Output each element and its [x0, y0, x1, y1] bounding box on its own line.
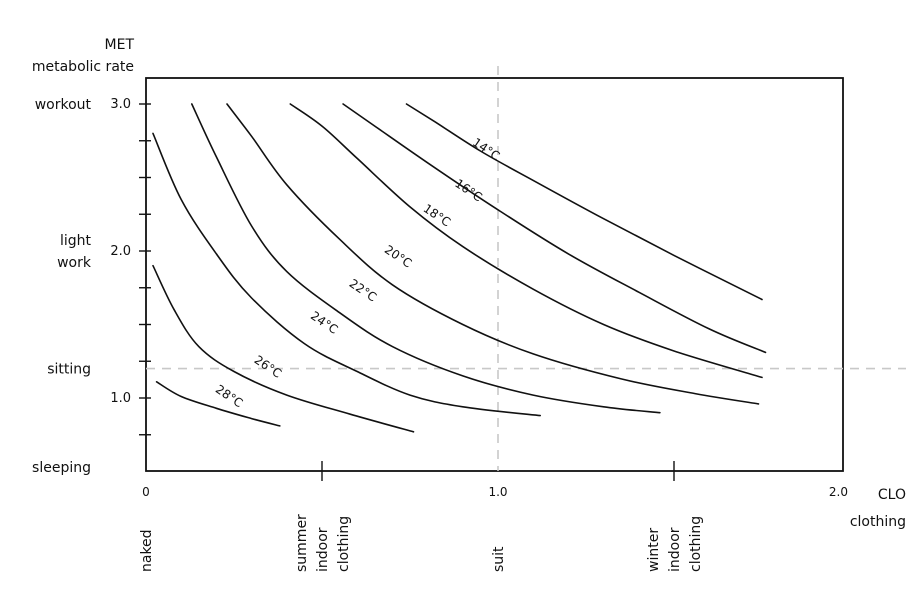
- curve-26c: [152, 264, 415, 433]
- curve-label-28c: 28°C: [213, 382, 245, 410]
- activity-label: workout: [35, 97, 92, 113]
- curve-label-18c: 18°C: [421, 201, 453, 229]
- x-tick-label: 0: [142, 485, 150, 499]
- curve-18c: [289, 103, 763, 379]
- y-axis-title: MET: [105, 37, 135, 53]
- plot-frame: [145, 77, 844, 472]
- clothing-label: naked: [139, 529, 155, 572]
- curve-28c: [155, 381, 281, 427]
- axis-text: 1.0 2.0 3.0 0 1.0 2.0 MET metabolic rate CLO clot…: [32, 37, 906, 572]
- curve-16c: [342, 103, 767, 354]
- curve-22c: [191, 103, 661, 414]
- temperature-curves: [152, 103, 767, 433]
- axis-ticks: [139, 103, 675, 481]
- x-tick-label: 2.0: [829, 485, 848, 499]
- activity-label: sleeping: [32, 460, 91, 476]
- clothing-label: indoor: [667, 527, 683, 572]
- y-tick-label: 1.0: [110, 391, 131, 406]
- y-tick-label: 2.0: [110, 244, 131, 259]
- y-axis-subtitle: metabolic rate: [32, 59, 134, 75]
- curve-label-14c: 14°C: [470, 135, 502, 163]
- curve-label-16c: 16°C: [452, 176, 484, 204]
- activity-label: light: [60, 233, 92, 249]
- clothing-label: winter: [646, 528, 662, 572]
- y-tick-label: 3.0: [110, 97, 131, 112]
- curve-label-26c: 26°C: [252, 353, 284, 381]
- x-tick-label: 1.0: [488, 485, 507, 499]
- curve-label-20c: 20°C: [382, 242, 414, 270]
- clothing-label: clothing: [688, 516, 704, 572]
- activity-label: sitting: [47, 362, 91, 378]
- curve-label-22c: 22°C: [347, 276, 379, 304]
- clothing-label: clothing: [336, 516, 352, 572]
- x-axis-subtitle: clothing: [850, 514, 906, 530]
- clothing-label: summer: [294, 514, 310, 572]
- reference-lines: [146, 66, 906, 471]
- curve-14c: [405, 103, 763, 301]
- clothing-label: indoor: [315, 527, 331, 572]
- x-axis-title: CLO: [878, 487, 906, 503]
- curve-label-24c: 24°C: [308, 309, 340, 337]
- curve-20c: [226, 103, 760, 405]
- curve-24c: [152, 132, 541, 417]
- clothing-label: suit: [491, 546, 507, 572]
- activity-label: work: [57, 255, 92, 271]
